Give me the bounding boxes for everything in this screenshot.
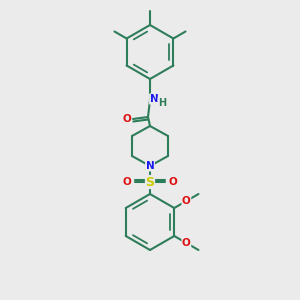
Text: S: S: [146, 176, 154, 188]
Text: O: O: [123, 177, 131, 187]
Text: N: N: [146, 161, 154, 171]
Text: N: N: [150, 94, 158, 104]
Text: O: O: [182, 196, 191, 206]
Text: H: H: [158, 98, 166, 108]
Text: O: O: [169, 177, 177, 187]
Text: O: O: [123, 114, 131, 124]
Text: O: O: [182, 238, 191, 248]
